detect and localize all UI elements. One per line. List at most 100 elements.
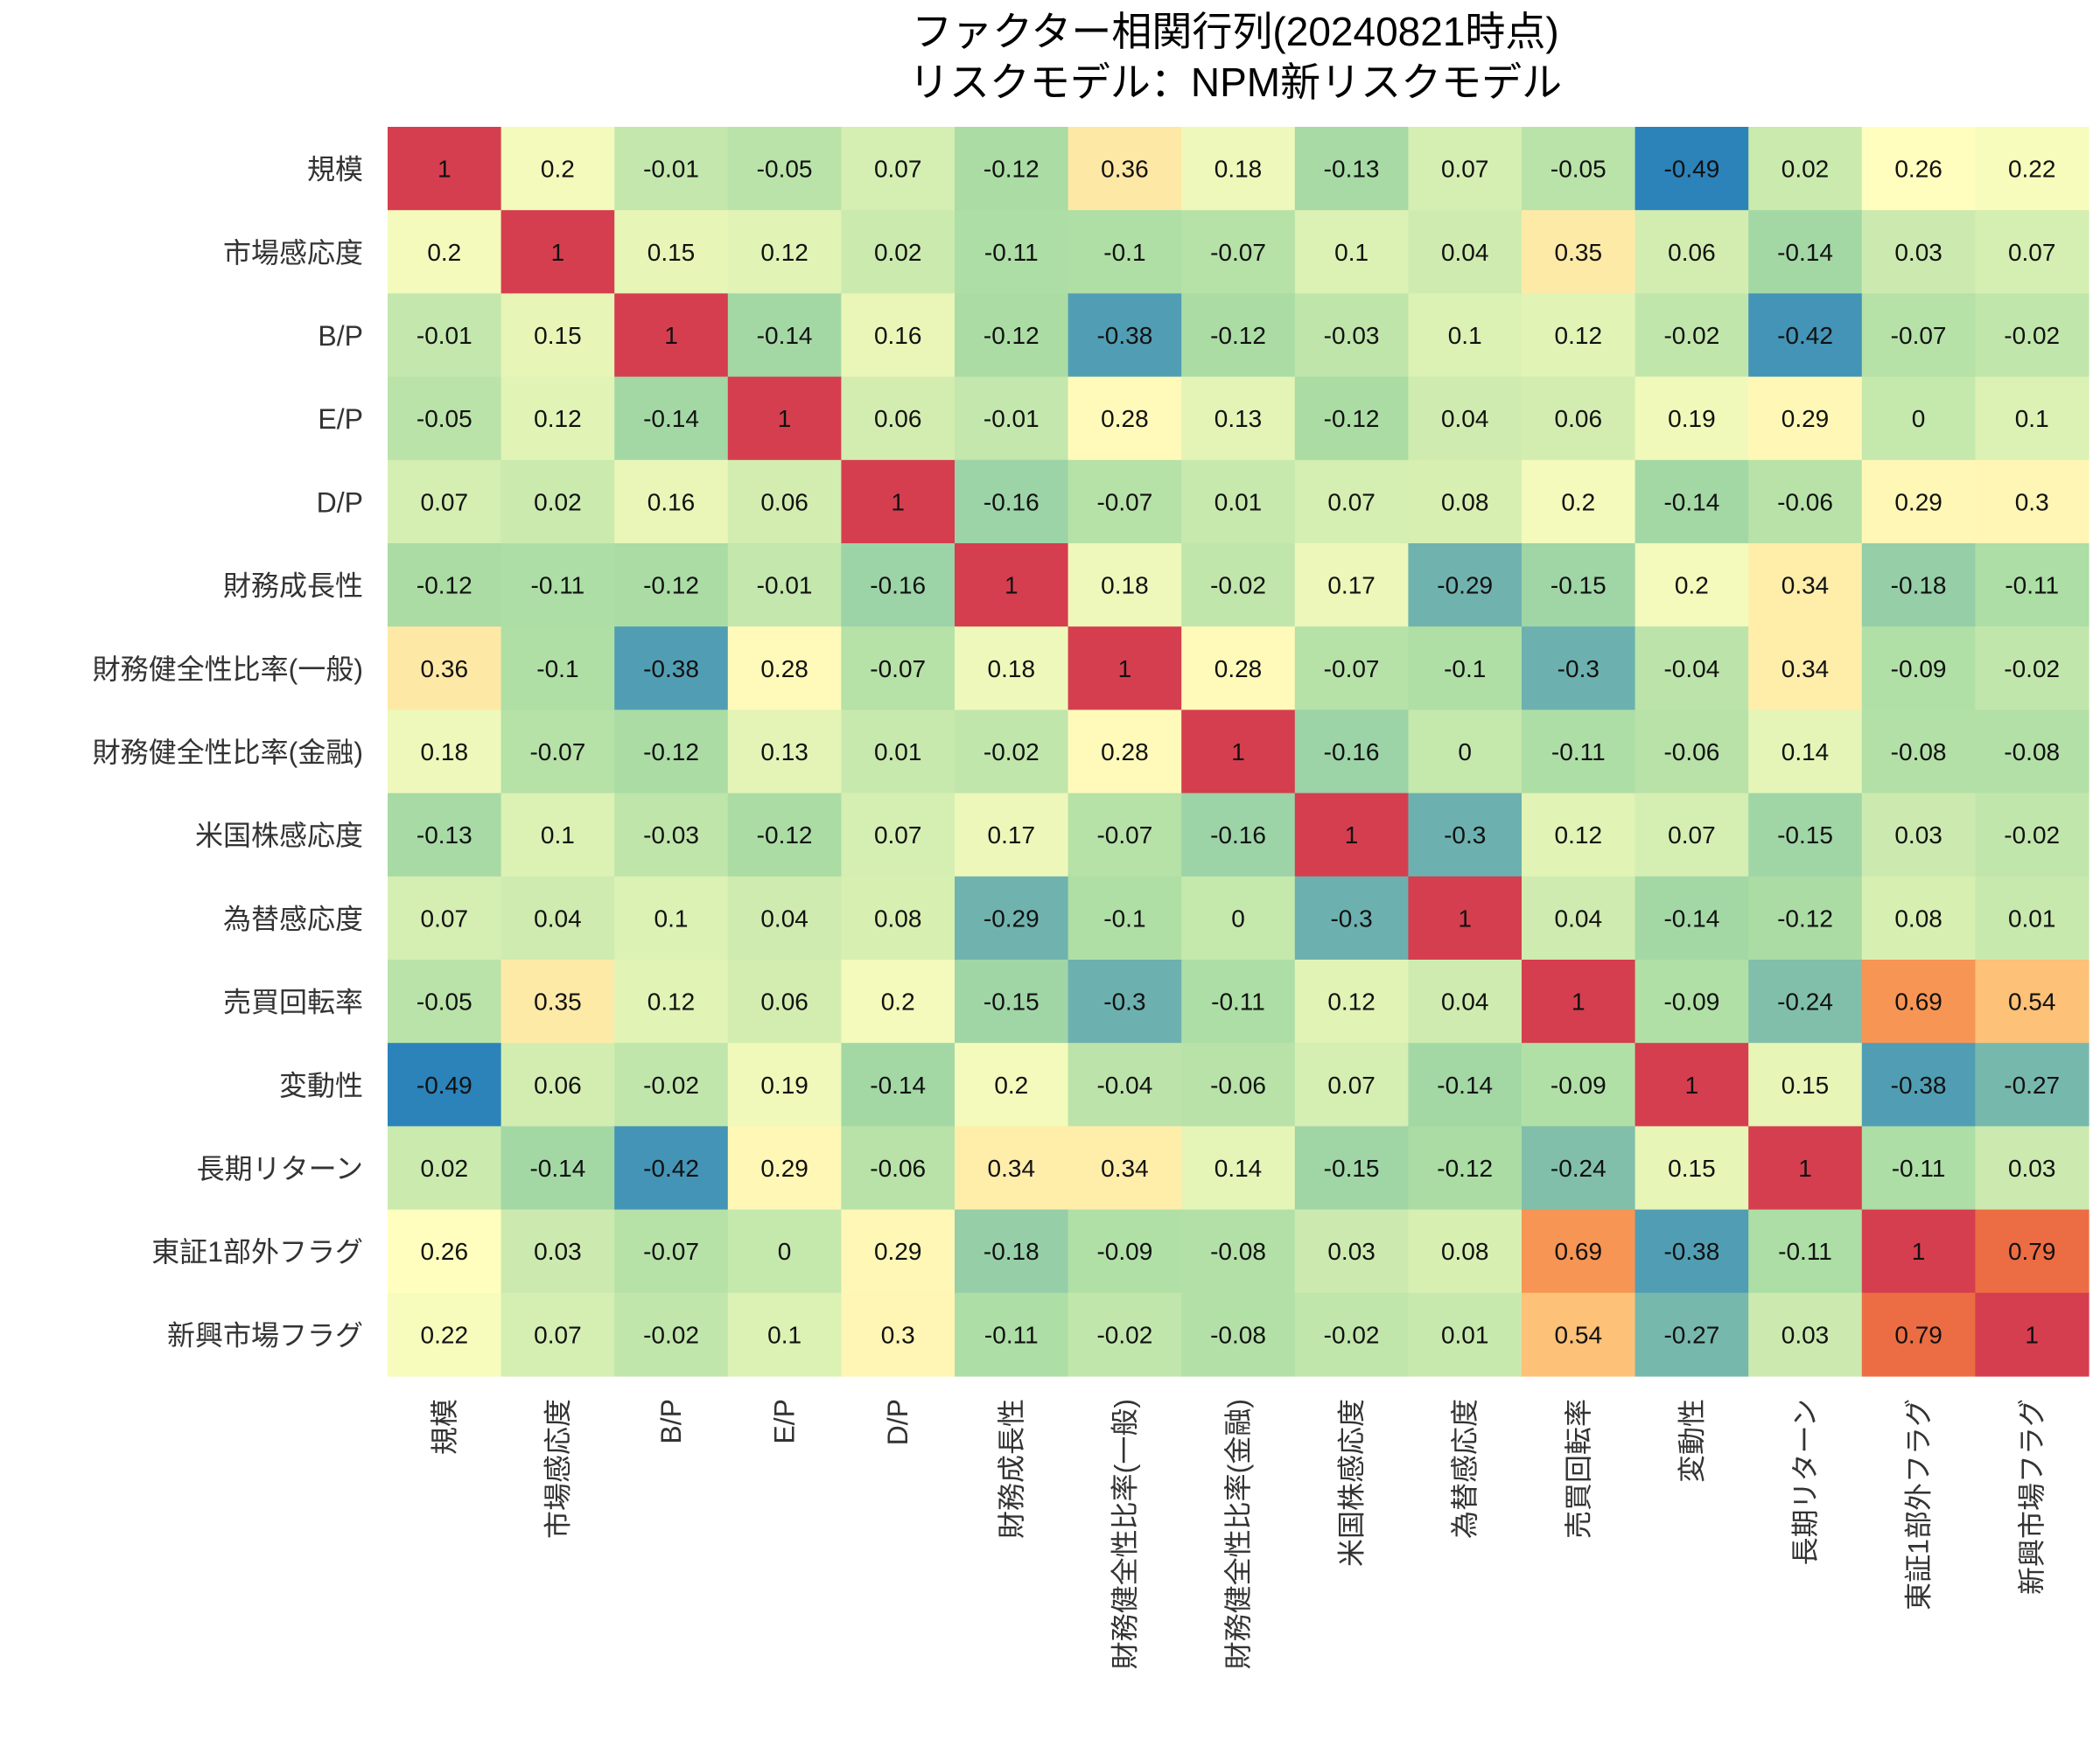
heatmap-cell-r0-c2 xyxy=(614,127,729,211)
heatmap-cells: 1 0.2 -0.01 -0.05 0.07 -0.12 0.36 0.18 -0.13 0.07… xyxy=(388,127,2090,1377)
cell-value-label: -0.49 xyxy=(1663,156,1719,183)
heatmap-cell-r0-c5 xyxy=(955,127,1069,211)
cell-value-label: -0.3 xyxy=(1444,821,1486,849)
cell-value-label: 0.02 xyxy=(874,239,922,266)
cell-value-label: -0.07 xyxy=(1096,821,1152,849)
heatmap-cell-r9-c11 xyxy=(1634,876,1749,961)
cell-value-label: -0.15 xyxy=(984,989,1040,1016)
heatmap-cell-r9-c7 xyxy=(1181,876,1296,961)
heatmap-cell-r7-c3 xyxy=(727,709,842,794)
cell-value-label: 0.28 xyxy=(1101,738,1149,765)
cell-value-label: -0.13 xyxy=(416,821,472,849)
heatmap-cell-r6-c4 xyxy=(841,626,956,710)
row-tick-label: B/P xyxy=(318,320,363,352)
cell-value-label: 0.18 xyxy=(988,655,1036,682)
cell-value-label: 1 xyxy=(551,239,565,266)
cell-value-label: 1 xyxy=(1231,738,1245,765)
heatmap-cell-r8-c2 xyxy=(614,793,729,877)
heatmap-cell-r11-c3 xyxy=(727,1043,842,1127)
cell-value-label: -0.27 xyxy=(1663,1321,1719,1348)
cell-value-label: 0.17 xyxy=(988,821,1036,849)
cell-value-label: -0.24 xyxy=(1777,989,1833,1016)
cell-value-label: 1 xyxy=(1458,905,1472,932)
cell-value-label: 0.22 xyxy=(2008,156,2056,183)
heatmap-cell-r5-c3 xyxy=(727,543,842,627)
heatmap-cell-r11-c7 xyxy=(1181,1043,1296,1127)
cell-value-label: -0.42 xyxy=(1777,322,1833,349)
cell-value-label: 0.26 xyxy=(421,1238,469,1265)
heatmap-cell-r14-c11 xyxy=(1634,1292,1749,1377)
heatmap-cell-r11-c13 xyxy=(1861,1043,1976,1127)
column-tick-label: 市場感応度 xyxy=(542,1399,573,1539)
cell-value-label: 1 xyxy=(1345,821,1359,849)
row-tick-label: 規模 xyxy=(307,154,363,185)
row-tick-label: 財務成長性 xyxy=(223,570,363,602)
cell-value-label: 0.29 xyxy=(874,1238,922,1265)
cell-value-label: -0.01 xyxy=(643,156,699,183)
heatmap-cell-r4-c13 xyxy=(1861,459,1976,544)
cell-value-label: -0.02 xyxy=(2004,655,2060,682)
heatmap-cell-r12-c14 xyxy=(1975,1126,2090,1211)
heatmap-cell-r12-c4 xyxy=(841,1126,956,1211)
cell-value-label: 1 xyxy=(1004,572,1018,599)
cell-value-label: 0.07 xyxy=(534,1321,582,1348)
heatmap-cell-r8-c0 xyxy=(388,793,502,877)
heatmap-cell-r3-c1 xyxy=(500,376,615,461)
column-tick-label: 財務健全性比率(一般) xyxy=(1109,1399,1140,1669)
column-tick-label: E/P xyxy=(769,1399,801,1444)
cell-value-label: 0.12 xyxy=(1555,322,1603,349)
heatmap-cell-r12-c11 xyxy=(1634,1126,1749,1211)
cell-value-label: 0.07 xyxy=(1441,156,1489,183)
cell-value-label: 0.1 xyxy=(2015,405,2049,432)
cell-value-label: -0.12 xyxy=(643,572,699,599)
cell-value-label: -0.11 xyxy=(531,572,585,599)
cell-value-label: -0.02 xyxy=(643,1072,699,1099)
cell-value-label: -0.15 xyxy=(1550,572,1606,599)
cell-value-label: 0.06 xyxy=(1668,239,1716,266)
cell-value-label: 0.79 xyxy=(1894,1321,1942,1348)
cell-value-label: -0.12 xyxy=(1777,905,1833,932)
cell-value-label: 0.08 xyxy=(1894,905,1942,932)
heatmap-cell-r5-c4 xyxy=(841,543,956,627)
heatmap-cell-r5-c8 xyxy=(1294,543,1409,627)
heatmap-cell-r5-c7 xyxy=(1181,543,1296,627)
row-tick-label: D/P xyxy=(317,486,363,518)
heatmap-cell-r5-c12 xyxy=(1748,543,1863,627)
cell-value-label: -0.05 xyxy=(416,989,472,1016)
cell-value-label: -0.02 xyxy=(1096,1321,1152,1348)
heatmap-cell-r8-c3 xyxy=(727,793,842,877)
heatmap-cell-r9-c6 xyxy=(1068,876,1182,961)
heatmap-cell-r2-c0 xyxy=(388,293,502,378)
heatmap-cell-r5-c11 xyxy=(1634,543,1749,627)
cell-value-label: 0.17 xyxy=(1327,572,1376,599)
heatmap-cell-r12-c2 xyxy=(614,1126,729,1211)
cell-value-label: -0.3 xyxy=(1103,989,1145,1016)
cell-value-label: -0.09 xyxy=(1891,655,1947,682)
heatmap-cell-r10-c11 xyxy=(1634,960,1749,1044)
cell-value-label: 1 xyxy=(1685,1072,1699,1099)
cell-value-label: 0.15 xyxy=(1668,1155,1716,1182)
cell-value-label: -0.09 xyxy=(1550,1072,1606,1099)
heatmap-cell-r14-c3 xyxy=(727,1292,842,1377)
cell-value-label: -0.07 xyxy=(870,655,926,682)
cell-value-label: -0.05 xyxy=(416,405,472,432)
heatmap-cell-r3-c11 xyxy=(1634,376,1749,461)
heatmap-cell-r3-c8 xyxy=(1294,376,1409,461)
heatmap-cell-r7-c9 xyxy=(1408,709,1522,794)
heatmap-cell-r3-c2 xyxy=(614,376,729,461)
heatmap-cell-r10-c10 xyxy=(1522,960,1636,1044)
cell-value-label: -0.15 xyxy=(1324,1155,1380,1182)
heatmap-cell-r4-c8 xyxy=(1294,459,1409,544)
heatmap-cell-r10-c6 xyxy=(1068,960,1182,1044)
cell-value-label: 0.29 xyxy=(760,1155,808,1182)
heatmap-cell-r1-c4 xyxy=(841,210,956,294)
heatmap-cell-r7-c8 xyxy=(1294,709,1409,794)
heatmap-cell-r1-c13 xyxy=(1861,210,1976,294)
cell-value-label: -0.08 xyxy=(2004,738,2060,765)
heatmap-cell-r8-c5 xyxy=(955,793,1069,877)
heatmap-cell-r4-c7 xyxy=(1181,459,1296,544)
cell-value-label: 0.01 xyxy=(1441,1321,1489,1348)
cell-value-label: 0.07 xyxy=(421,488,469,515)
cell-value-label: 0.07 xyxy=(1327,488,1376,515)
